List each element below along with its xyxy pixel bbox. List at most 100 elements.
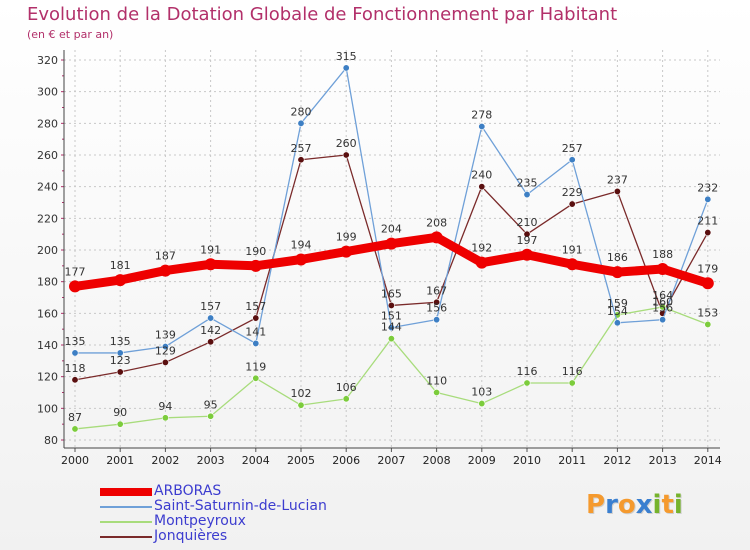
data-point — [252, 314, 260, 322]
data-label: 280 — [291, 105, 312, 118]
data-label: 135 — [65, 335, 86, 348]
data-point — [433, 388, 441, 396]
data-point — [568, 156, 576, 164]
data-label: 208 — [426, 216, 447, 229]
data-label: 240 — [471, 169, 492, 182]
data-label: 315 — [336, 50, 357, 63]
data-label: 257 — [291, 142, 312, 155]
data-label: 90 — [113, 406, 127, 419]
legend-swatch — [100, 487, 152, 496]
data-point — [568, 379, 576, 387]
data-point — [433, 298, 441, 306]
data-point — [161, 358, 169, 366]
x-tick-label: 2006 — [332, 454, 360, 467]
data-label: 129 — [155, 344, 176, 357]
data-label: 204 — [381, 223, 402, 236]
legend-label: ARBORAS — [154, 483, 222, 499]
data-point — [568, 200, 576, 208]
legend: ARBORAS Saint-Saturnin-de-Lucian Montpeyro… — [100, 484, 327, 544]
proxiti-logo: Proxiti — [586, 490, 683, 520]
data-point — [523, 379, 531, 387]
data-label: 119 — [245, 360, 266, 373]
data-label: 177 — [65, 265, 86, 278]
data-point — [71, 349, 79, 357]
data-point — [249, 259, 262, 272]
data-label: 144 — [381, 321, 402, 334]
data-point — [297, 156, 305, 164]
chart-subtitle: (en € et par an) — [27, 28, 114, 41]
data-label: 199 — [336, 231, 357, 244]
data-point — [342, 395, 350, 403]
data-label: 211 — [697, 215, 718, 228]
data-label: 153 — [697, 306, 718, 319]
legend-label: Jonquières — [154, 528, 228, 544]
data-label: 159 — [607, 297, 628, 310]
data-point — [340, 245, 353, 258]
logo-letter: i — [652, 490, 662, 520]
data-point — [387, 301, 395, 309]
data-label: 95 — [204, 398, 218, 411]
data-label: 191 — [562, 243, 583, 256]
data-point — [523, 191, 531, 199]
data-label: 186 — [607, 251, 628, 264]
data-point — [387, 324, 395, 332]
data-label: 194 — [291, 239, 312, 252]
data-label: 87 — [68, 411, 82, 424]
y-tick-label: 260 — [37, 149, 58, 162]
data-label: 237 — [607, 173, 628, 186]
y-tick-label: 240 — [37, 181, 58, 194]
y-tick-label: 100 — [37, 402, 58, 415]
legend-item: ARBORAS — [100, 484, 327, 499]
legend-item: Montpeyroux — [100, 514, 327, 529]
data-point — [523, 230, 531, 238]
data-point — [116, 368, 124, 376]
x-tick-label: 2014 — [694, 454, 722, 467]
y-tick-label: 80 — [44, 434, 58, 447]
data-label: 116 — [517, 365, 538, 378]
data-point — [342, 64, 350, 72]
x-tick-label: 2012 — [603, 454, 631, 467]
data-label: 260 — [336, 137, 357, 150]
data-label: 187 — [155, 250, 176, 263]
data-label: 151 — [381, 310, 402, 323]
logo-letter: P — [586, 490, 606, 520]
x-tick-label: 2013 — [649, 454, 677, 467]
data-label: 103 — [471, 386, 492, 399]
data-label: 157 — [245, 300, 266, 313]
data-point — [116, 349, 124, 357]
data-point — [611, 266, 624, 279]
data-label: 154 — [607, 305, 628, 318]
data-point — [704, 320, 712, 328]
data-point — [478, 183, 486, 191]
data-label: 160 — [652, 295, 673, 308]
x-tick-label: 2003 — [197, 454, 225, 467]
x-tick-label: 2011 — [558, 454, 586, 467]
data-point — [566, 258, 579, 271]
data-point — [207, 412, 215, 420]
data-label: 102 — [291, 387, 312, 400]
data-point — [478, 123, 486, 131]
y-tick-label: 300 — [37, 86, 58, 99]
data-point — [385, 237, 398, 250]
x-tick-label: 2007 — [377, 454, 405, 467]
data-label: 118 — [65, 362, 86, 375]
y-tick-label: 180 — [37, 276, 58, 289]
logo-letter: i — [673, 490, 683, 520]
legend-swatch — [100, 505, 152, 508]
x-tick-label: 2009 — [468, 454, 496, 467]
data-point — [613, 187, 621, 195]
data-label: 179 — [697, 262, 718, 275]
legend-item: Saint-Saturnin-de-Lucian — [100, 499, 327, 514]
data-point — [69, 280, 81, 293]
logo-letter: o — [617, 490, 636, 520]
x-tick-label: 2005 — [287, 454, 315, 467]
x-tick-label: 2004 — [242, 454, 270, 467]
data-labels: 177 181 187 191 190 194 199 204 208 192 197 191 186 1… — [65, 50, 719, 424]
y-tick-label: 220 — [37, 212, 58, 225]
data-point — [204, 258, 217, 271]
data-point — [387, 335, 395, 343]
data-label: 165 — [381, 287, 402, 300]
legend-item: Jonquières — [100, 529, 327, 544]
data-label: 156 — [426, 302, 447, 315]
legend-label: Montpeyroux — [154, 513, 246, 529]
